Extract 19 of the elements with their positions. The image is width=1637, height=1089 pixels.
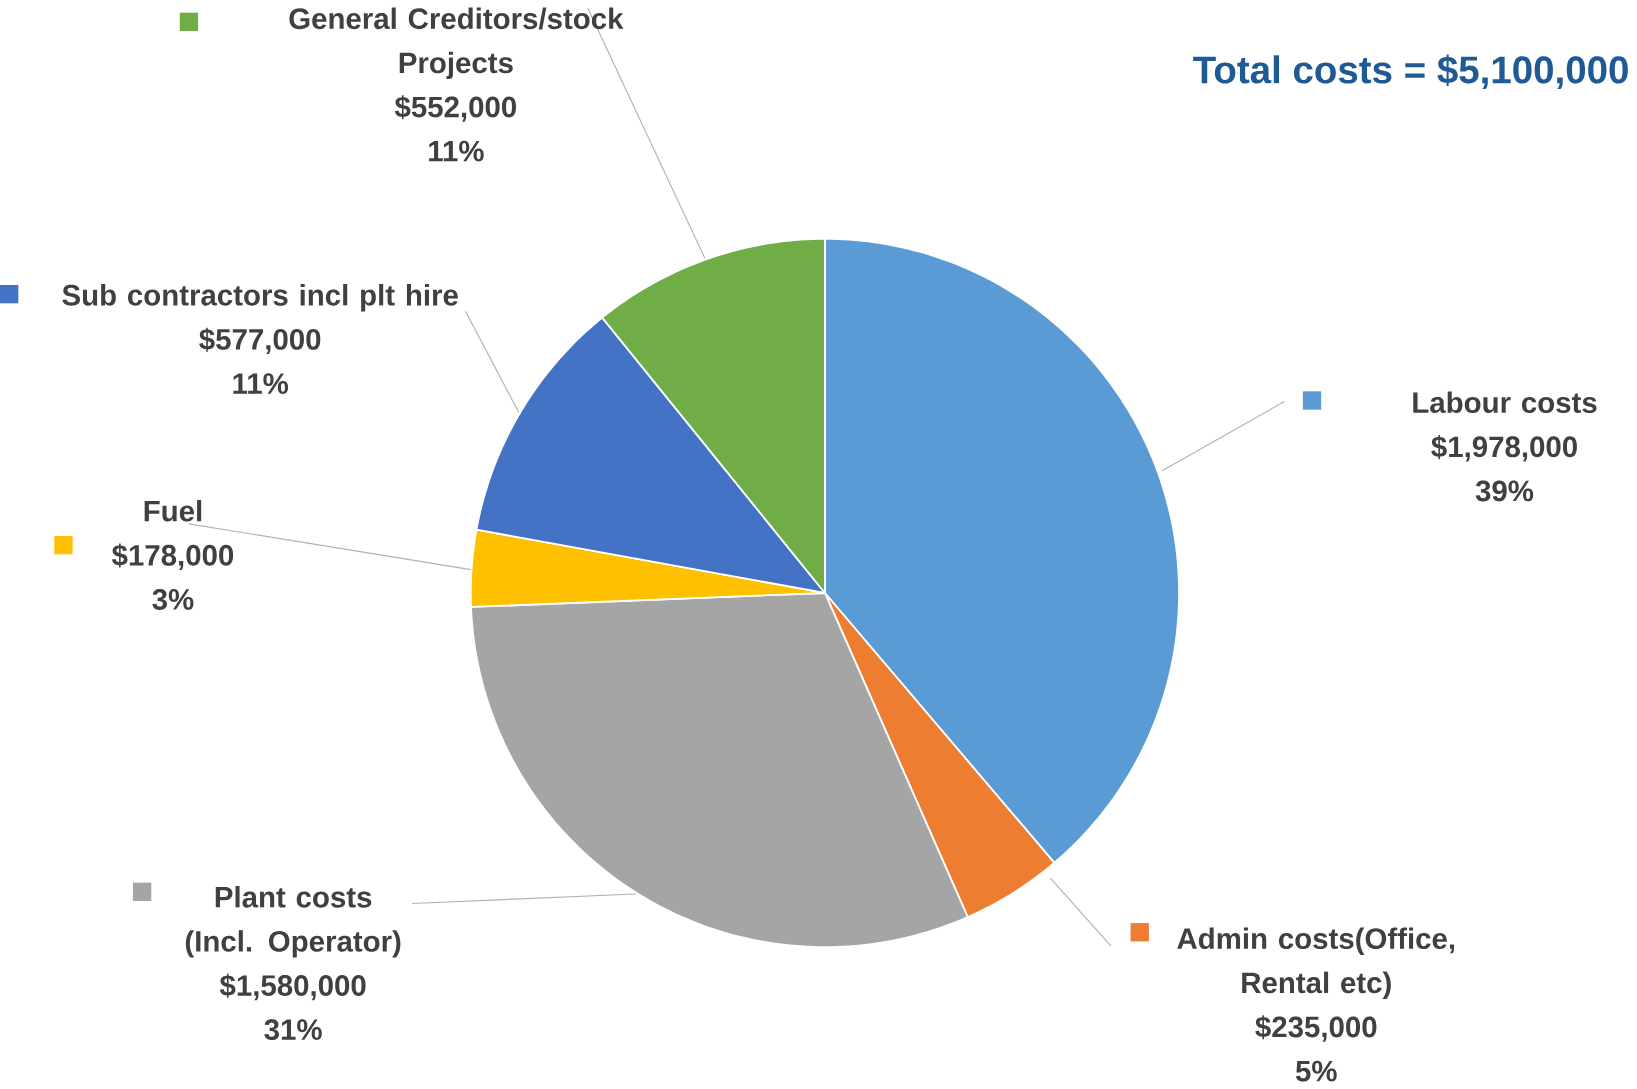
legend-label: Admin costs(Office, Rental etc) (1177, 927, 1455, 1000)
text: 5% (1295, 1060, 1337, 1082)
data-label: $552,000 (394, 95, 517, 122)
slice-label: General Creditors/stock Projects (289, 7, 624, 80)
text: 11% (233, 373, 289, 394)
data-label: $178,000 (111, 543, 234, 570)
legend-label: Plant costs (Incl. Operator) (185, 885, 401, 958)
slice-label: Labour costs (1413, 391, 1597, 414)
text: Total costs = $5,100,000 (1193, 54, 1628, 90)
text: 3% (152, 588, 194, 610)
legend-label: Sub contractors incl plt hire (62, 284, 458, 312)
text: 39% (1475, 480, 1534, 502)
data-label: $577,000 (199, 327, 321, 355)
data-label: $235,000 (1255, 1015, 1377, 1042)
slice-label: Fuel (144, 499, 202, 522)
data-label: $1,978,000 (1431, 435, 1577, 462)
data-label: $1,580,000 (219, 973, 366, 1001)
text: 31% (264, 1019, 322, 1041)
text: 11% (429, 140, 484, 162)
